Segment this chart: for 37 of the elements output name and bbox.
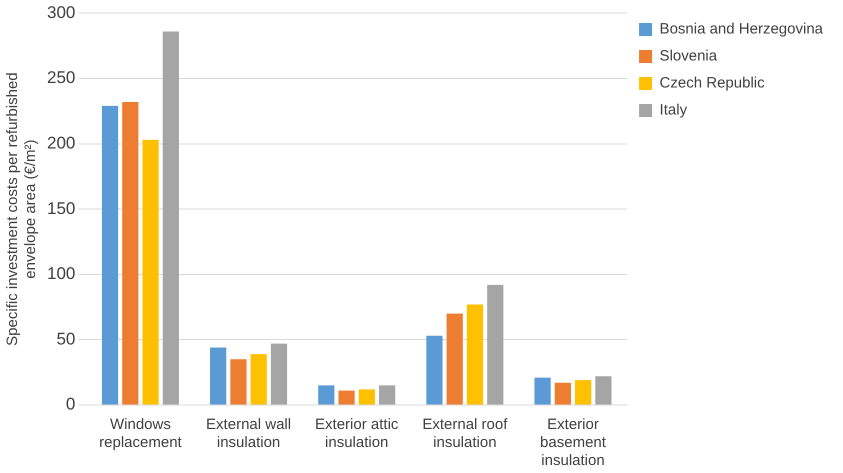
bar: [379, 385, 396, 404]
bar: [487, 284, 504, 404]
legend-label: Slovenia: [660, 48, 718, 65]
bar: [554, 382, 571, 404]
y-tick-label: 100: [46, 264, 76, 284]
y-tick-label: 0: [66, 394, 76, 414]
bar: [595, 376, 612, 404]
bar: [358, 389, 375, 404]
y-axis-title: Specific investment costs per refurbished envelope area (€/m²): [4, 72, 40, 346]
y-tick-label: 250: [46, 68, 76, 88]
bar: [142, 140, 159, 404]
x-tick-label: Windows replacement: [99, 416, 183, 452]
bar: [250, 354, 267, 404]
y-tick-label: 50: [56, 329, 76, 348]
legend-label: Czech Republic: [660, 74, 766, 92]
bar: [270, 344, 288, 404]
bar: [338, 390, 355, 404]
bar: [534, 378, 551, 404]
bar: [426, 336, 443, 404]
bar: [162, 31, 179, 404]
bar: [446, 314, 463, 404]
legend-label: Italy: [660, 102, 688, 119]
bar: [102, 106, 118, 404]
bar: [466, 304, 484, 404]
bar: [122, 102, 138, 404]
x-tick-label: Exterior basement insulation: [540, 416, 607, 470]
bar: [230, 359, 247, 404]
legend-label: Bosnia and Herzegovina: [660, 20, 824, 38]
y-tick-label: 200: [46, 133, 76, 152]
y-tick-label: 150: [46, 198, 76, 218]
y-tick-label: 300: [46, 2, 76, 22]
x-tick-label: External wall insulation: [206, 416, 292, 452]
bar: [318, 385, 334, 404]
x-tick-label: External roof insulation: [422, 416, 508, 452]
x-tick-label: Exterior attic insulation: [315, 416, 399, 452]
bar: [210, 348, 226, 404]
bar: [575, 380, 592, 404]
